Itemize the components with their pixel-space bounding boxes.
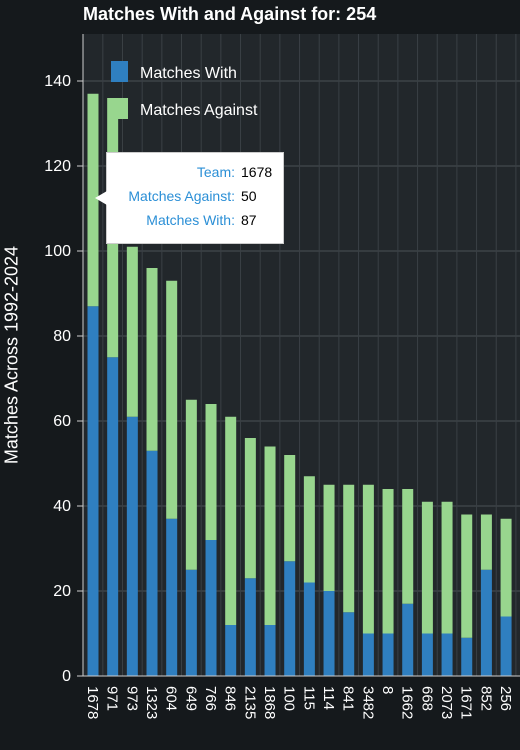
x-tick-label: 1671 bbox=[458, 686, 475, 719]
bar-matches-with-1671[interactable] bbox=[461, 637, 473, 676]
bar-matches-against-1323[interactable] bbox=[146, 268, 158, 451]
y-tick-label: 40 bbox=[53, 498, 71, 515]
x-tick-label: 973 bbox=[123, 686, 140, 711]
bar-matches-against-973[interactable] bbox=[126, 246, 138, 417]
y-tick-label: 20 bbox=[53, 583, 71, 600]
legend-swatch-matches-with bbox=[111, 61, 128, 82]
bar-matches-with-1678[interactable] bbox=[87, 306, 99, 676]
bar-matches-against-2135[interactable] bbox=[244, 438, 256, 579]
x-tick-label: 1678 bbox=[84, 686, 101, 719]
bar-matches-against-852[interactable] bbox=[480, 514, 492, 570]
tooltip-key: Matches With: bbox=[146, 212, 235, 228]
bar-matches-with-1323[interactable] bbox=[146, 450, 158, 676]
grid-lines bbox=[83, 34, 520, 676]
tooltip-value: 50 bbox=[241, 188, 257, 204]
bar-matches-with-841[interactable] bbox=[343, 612, 355, 676]
bar-matches-against-841[interactable] bbox=[343, 484, 355, 613]
tooltip-key: Matches Against: bbox=[128, 188, 235, 204]
x-tick-label: 766 bbox=[202, 686, 219, 711]
bar-matches-with-766[interactable] bbox=[205, 540, 217, 676]
tooltip-row-matches-against: Matches Against: 50 bbox=[107, 188, 283, 208]
x-tick-label: 841 bbox=[340, 686, 357, 711]
bar-matches-with-1868[interactable] bbox=[264, 625, 276, 676]
bar-matches-against-115[interactable] bbox=[303, 476, 315, 583]
x-tick-label: 649 bbox=[182, 686, 199, 711]
x-tick-label: 668 bbox=[418, 686, 435, 711]
bar-matches-against-1671[interactable] bbox=[461, 514, 473, 638]
x-tick-label: 115 bbox=[300, 686, 317, 710]
bar-matches-with-8[interactable] bbox=[382, 633, 394, 677]
tooltip: Team: 1678 Matches Against: 50 Matches W… bbox=[95, 152, 284, 244]
legend-swatch-matches-against bbox=[111, 98, 128, 119]
bar-matches-with-852[interactable] bbox=[480, 569, 492, 676]
y-tick-label: 100 bbox=[44, 243, 71, 260]
bar-matches-against-8[interactable] bbox=[382, 489, 394, 634]
bar-matches-against-100[interactable] bbox=[284, 455, 296, 562]
bar-matches-against-256[interactable] bbox=[500, 518, 512, 617]
bar-matches-with-604[interactable] bbox=[166, 518, 178, 676]
tooltip-row-team: Team: 1678 bbox=[107, 164, 283, 184]
bar-matches-against-649[interactable] bbox=[185, 399, 197, 570]
x-axis-ticks: 1678 971 973 1323 604 649 766 846 2135 1868 100 115… bbox=[84, 686, 514, 719]
x-tick-label: 256 bbox=[497, 686, 514, 711]
x-tick-label: 100 bbox=[281, 686, 298, 711]
bar-matches-against-766[interactable] bbox=[205, 404, 217, 540]
bar-matches-against-668[interactable] bbox=[421, 501, 433, 634]
bar-matches-with-3482[interactable] bbox=[362, 633, 374, 677]
y-tick-label: 120 bbox=[44, 158, 71, 175]
bar-matches-with-100[interactable] bbox=[284, 561, 296, 676]
bar-matches-against-604[interactable] bbox=[166, 280, 178, 519]
x-tick-label: 114 bbox=[320, 686, 337, 710]
y-tick-label: 140 bbox=[44, 73, 71, 90]
bar-matches-with-846[interactable] bbox=[225, 625, 237, 676]
bar-matches-with-971[interactable] bbox=[107, 357, 119, 676]
bar-matches-with-256[interactable] bbox=[500, 616, 512, 677]
legend-label-matches-with: Matches With bbox=[140, 65, 237, 82]
bar-matches-against-2073[interactable] bbox=[441, 501, 453, 634]
bar-matches-with-649[interactable] bbox=[185, 569, 197, 676]
tooltip-row-matches-with: Matches With: 87 bbox=[107, 212, 283, 232]
tooltip-key: Team: bbox=[196, 164, 235, 180]
legend-label-matches-against: Matches Against bbox=[140, 102, 258, 119]
x-tick-label: 971 bbox=[104, 686, 121, 711]
x-tick-label: 3482 bbox=[359, 686, 376, 719]
x-tick-label: 852 bbox=[477, 686, 494, 711]
bar-matches-with-2135[interactable] bbox=[244, 578, 256, 676]
tooltip-value: 1678 bbox=[241, 164, 273, 180]
bar-matches-against-1662[interactable] bbox=[402, 489, 414, 604]
bar-matches-against-1678[interactable] bbox=[87, 93, 99, 307]
x-tick-label: 1323 bbox=[143, 686, 160, 719]
bar-matches-with-973[interactable] bbox=[126, 416, 138, 676]
bar-matches-against-3482[interactable] bbox=[362, 484, 374, 634]
legend: Matches With Matches Against bbox=[111, 61, 258, 119]
x-tick-label: 1662 bbox=[399, 686, 416, 719]
x-tick-label: 2135 bbox=[241, 686, 258, 719]
bar-matches-against-1868[interactable] bbox=[264, 446, 276, 626]
bar-matches-against-114[interactable] bbox=[323, 484, 335, 591]
y-tick-label: 60 bbox=[53, 413, 71, 430]
x-tick-label: 2073 bbox=[438, 686, 455, 719]
tooltip-value: 87 bbox=[241, 212, 257, 228]
bar-matches-with-114[interactable] bbox=[323, 591, 335, 676]
x-tick-label: 1868 bbox=[261, 686, 278, 719]
bar-matches-with-2073[interactable] bbox=[441, 633, 453, 677]
y-axis-ticks: 0 20 40 60 80 100 120 140 bbox=[44, 73, 83, 685]
x-tick-label: 604 bbox=[163, 686, 180, 711]
y-tick-label: 0 bbox=[62, 668, 71, 685]
bar-matches-with-115[interactable] bbox=[303, 582, 315, 677]
bar-matches-against-846[interactable] bbox=[225, 416, 237, 625]
bar-matches-with-1662[interactable] bbox=[402, 603, 414, 676]
x-tick-label: 846 bbox=[222, 686, 239, 711]
y-tick-label: 80 bbox=[53, 328, 71, 345]
bar-matches-with-668[interactable] bbox=[421, 633, 433, 677]
chart-title: Matches With and Against for: 254 bbox=[83, 4, 377, 24]
x-tick-label: 8 bbox=[379, 686, 396, 694]
